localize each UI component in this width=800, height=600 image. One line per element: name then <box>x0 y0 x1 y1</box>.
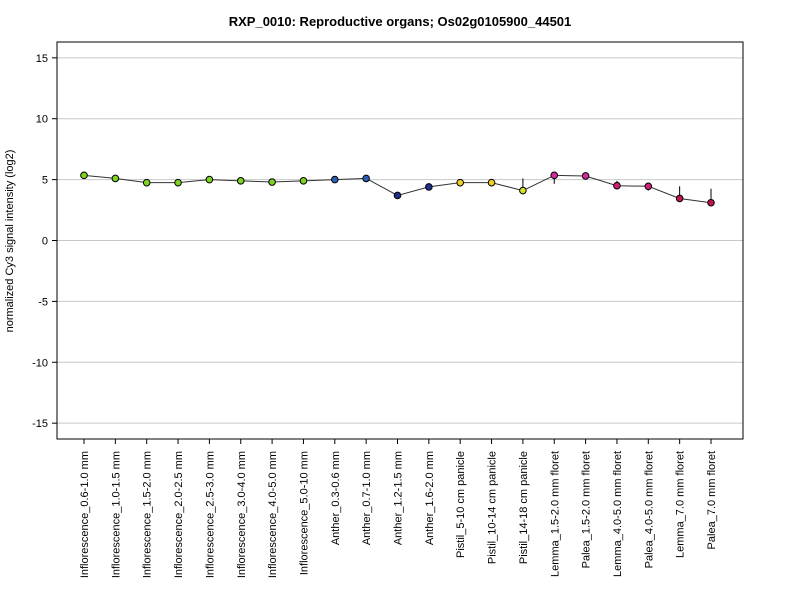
x-tick-label: Lemma_1.5-2.0 mm floret <box>549 451 561 577</box>
y-tick-label: 10 <box>36 114 48 126</box>
data-point <box>707 198 715 207</box>
data-point <box>581 172 590 180</box>
data-point <box>268 178 276 186</box>
x-tick-label: Lemma_4.0-5.0 mm floret <box>612 451 624 577</box>
y-axis: -15 -10 -5 0 5 10 15 <box>32 53 57 430</box>
data-point <box>487 178 496 187</box>
x-tick-label: Anther_0.3-0.6 mm <box>330 451 342 545</box>
x-tick-label: Pistil_10-14 cm panicle <box>487 451 499 564</box>
data-point <box>80 171 88 180</box>
x-tick-label: Pistil_14-18 cm panicle <box>518 451 530 564</box>
data-point <box>236 177 245 185</box>
data-point <box>205 175 214 184</box>
y-tick-label: -10 <box>32 357 48 369</box>
y-tick-label: -15 <box>32 418 48 430</box>
chart-title: RXP_0010: Reproductive organs; Os02g0105… <box>229 14 572 29</box>
y-tick-label: -5 <box>38 296 48 308</box>
x-tick-label: Anther_0.7-1.0 mm <box>361 451 373 545</box>
x-tick-label: Inflorescence_5.0-10 mm <box>298 451 310 575</box>
data-point <box>142 178 151 187</box>
x-tick-label: Lemma_7.0 mm floret <box>675 451 687 558</box>
x-tick-label: Palea_4.0-5.0 mm floret <box>643 451 655 568</box>
x-tick-label: Inflorescence_4.0-5.0 mm <box>267 451 279 578</box>
data-point <box>425 183 433 191</box>
x-tick-label: Inflorescence_1.5-2.0 mm <box>142 451 154 578</box>
data-point <box>550 171 559 180</box>
x-tick-label: Inflorescence_0.6-1.0 mm <box>79 451 91 578</box>
y-tick-label: 0 <box>42 236 48 248</box>
y-axis-label: normalized Cy3 signal intensity (log2) <box>4 150 16 333</box>
y-tick-label: 5 <box>42 175 48 187</box>
data-point <box>299 177 308 185</box>
data-point <box>644 182 653 191</box>
x-tick-label: Inflorescence_3.0-4.0 mm <box>236 451 248 578</box>
y-tick-label: 15 <box>36 53 48 65</box>
x-tick-label: Anther_1.2-1.5 mm <box>393 451 405 545</box>
x-axis: Inflorescence_0.6-1.0 mm Inflorescence_1.… <box>79 439 718 578</box>
data-point <box>393 191 402 200</box>
data-point <box>331 175 339 184</box>
x-tick-label: Inflorescence_1.0-1.5 mm <box>110 451 122 578</box>
data-point <box>174 178 182 187</box>
data-point <box>362 174 370 183</box>
x-tick-label: Palea_7.0 mm floret <box>706 451 718 549</box>
grid-lines <box>57 57 743 424</box>
x-tick-label: Anther_1.6-2.0 mm <box>424 451 436 545</box>
data-point <box>456 178 465 187</box>
x-tick-label: Pistil_5-10 cm panicle <box>455 451 467 558</box>
x-tick-label: Inflorescence_2.5-3.0 mm <box>204 451 216 578</box>
data-point <box>675 194 684 203</box>
x-tick-label: Palea_1.5-2.0 mm floret <box>581 451 593 568</box>
x-tick-label: Inflorescence_2.0-2.5 mm <box>173 451 185 578</box>
data-point-group <box>80 171 715 207</box>
data-point <box>613 181 621 190</box>
data-point <box>111 174 120 183</box>
data-point <box>519 186 527 195</box>
